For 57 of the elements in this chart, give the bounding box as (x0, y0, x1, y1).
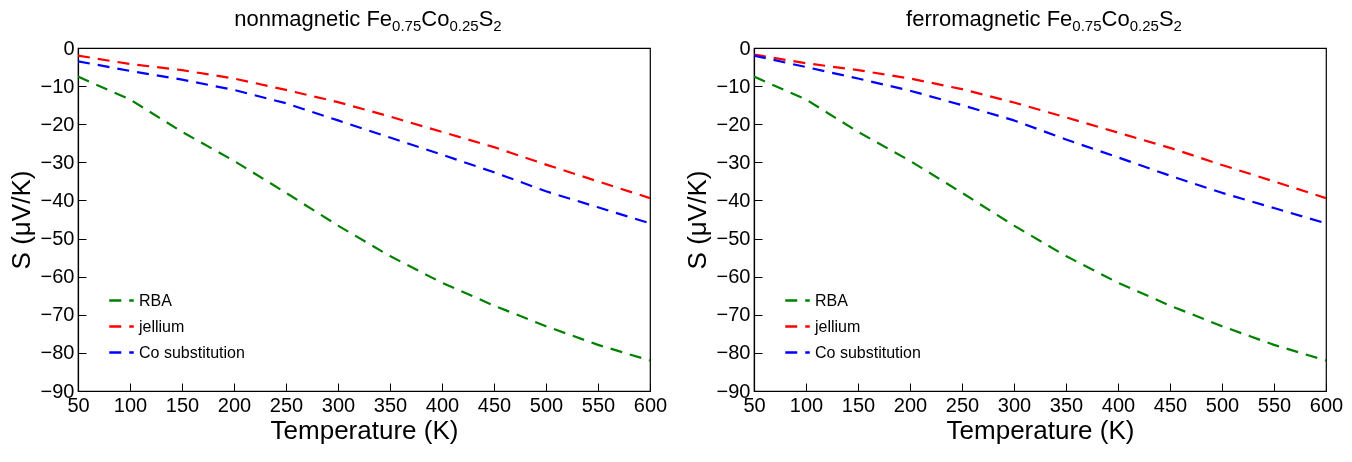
x-tick-label: 500 (529, 393, 564, 416)
y-tick-label: −40 (40, 188, 75, 211)
y-tick-label: −50 (40, 227, 75, 250)
chart-title: nonmagnetic Fe$_{0.75}$Co$_{0.25}$S$_{2}$ (233, 5, 503, 37)
x-tick-label: 250 (269, 393, 304, 416)
y-tick-label: 0 (63, 36, 75, 59)
line-series (754, 53, 1326, 200)
line-series (754, 75, 1326, 362)
x-tick-label: 250 (945, 393, 980, 416)
y-tick-label: −20 (716, 112, 751, 135)
x-tick-label: 350 (1049, 393, 1084, 416)
legend-label: jellium (138, 317, 185, 335)
legend-label: jellium (814, 317, 861, 335)
y-tick-label: −40 (716, 188, 751, 211)
x-tick-label: 400 (425, 393, 460, 416)
legend-label: RBA (139, 291, 173, 309)
x-axis-title: Temperature (K) (946, 414, 1135, 445)
y-tick-label: −30 (716, 150, 751, 173)
y-axis-title: S (μV/K) (681, 170, 712, 270)
y-tick-label: −80 (716, 341, 751, 364)
x-tick-label: 500 (1205, 393, 1240, 416)
y-tick-label: −10 (716, 74, 751, 97)
y-tick-label: −80 (40, 341, 75, 364)
y-tick-label: −50 (716, 227, 751, 250)
line-series (78, 75, 650, 362)
y-tick-label: −30 (40, 150, 75, 173)
y-tick-label: −70 (716, 303, 751, 326)
x-tick-label: 200 (217, 393, 252, 416)
chart-title: ferromagnetic Fe$_{0.75}$Co$_{0.25}$S$_{2}$ (905, 5, 1183, 37)
x-tick-label: 300 (997, 393, 1032, 416)
y-axis-title: S (μV/K) (5, 170, 36, 270)
x-tick-label: 150 (841, 393, 876, 416)
x-tick-label: 600 (1309, 393, 1344, 416)
x-tick-label: 100 (113, 393, 148, 416)
legend-label: RBA (815, 291, 849, 309)
y-tick-label: −70 (40, 303, 75, 326)
x-tick-label: 550 (1257, 393, 1292, 416)
x-axis-title: Temperature (K) (270, 414, 459, 445)
y-tick-label: −60 (716, 265, 751, 288)
x-tick-label: 400 (1101, 393, 1136, 416)
legend-label: Co substitution (815, 343, 921, 361)
x-tick-label: 450 (1153, 393, 1188, 416)
x-tick-label: 200 (893, 393, 928, 416)
x-tick-label: 450 (477, 393, 512, 416)
y-tick-label: 0 (739, 36, 751, 59)
x-tick-label: 100 (789, 393, 824, 416)
x-tick-label: 600 (633, 393, 668, 416)
line-series (78, 54, 650, 200)
x-tick-label: 350 (373, 393, 408, 416)
y-tick-label: −10 (40, 74, 75, 97)
x-tick-label: 300 (321, 393, 356, 416)
line-series (78, 60, 650, 225)
x-tick-label: 150 (165, 393, 200, 416)
y-tick-label: −20 (40, 112, 75, 135)
legend-label: Co substitution (139, 343, 245, 361)
y-tick-label: −60 (40, 265, 75, 288)
x-tick-label: 550 (581, 393, 616, 416)
